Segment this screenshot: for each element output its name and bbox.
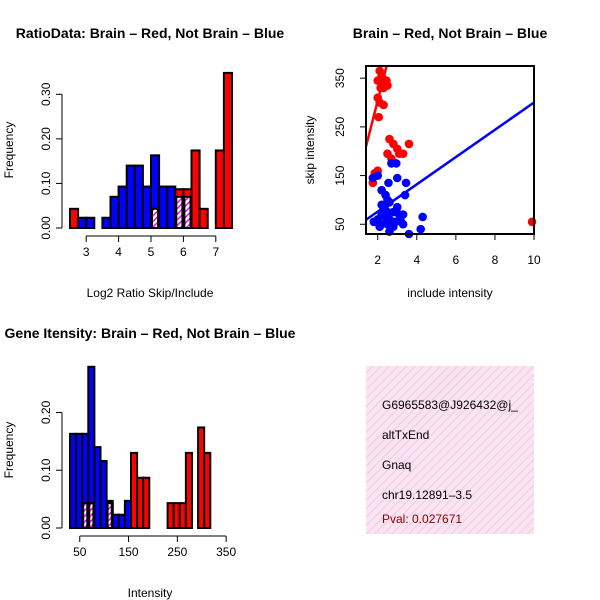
ratio-histogram-bar-brain (222, 71, 233, 229)
ratio-histogram-bar-overlap (175, 195, 184, 230)
scatter-point-brain (404, 139, 414, 149)
scatter-point-brain (383, 81, 392, 90)
info-location: chr19.12891–3.5 (382, 488, 472, 502)
scatter-y-tick-label: 250 (333, 117, 347, 137)
scatter-x-tick-label: 6 (453, 253, 460, 267)
intensity-histogram-ylabel: Frequency (2, 422, 16, 479)
scatter-x-tick-label: 4 (413, 253, 420, 267)
intensity-histogram-bar-not-brain (99, 459, 108, 530)
intensity-histogram-y-tick-label: 0.00 (39, 516, 53, 540)
info-panel-background (366, 366, 534, 534)
scatter-point-not-brain (416, 224, 425, 234)
scatter-point-not-brain (375, 222, 384, 231)
ratio-histogram-y-tick-label: 0.20 (39, 127, 53, 151)
ratio-histogram-bar-not-brain (133, 164, 144, 230)
scatter-xlabel: include intensity (407, 286, 492, 300)
ratio-histogram-bar-brain (198, 207, 209, 230)
ratio-histogram-x-tick-label: 7 (212, 245, 219, 259)
ratio-histogram-title: RatioData: Brain – Red, Not Brain – Blue (16, 25, 285, 41)
info-event-type: altTxEnd (382, 428, 429, 442)
ratio-histogram-bar-not-brain (77, 216, 88, 229)
intensity-histogram-axes: 50 150 250 350 0.00 0.10 0.20 (39, 400, 236, 559)
ratio-histogram-ylabel: Frequency (2, 122, 16, 179)
ratio-histogram-bar-overlap (151, 207, 160, 230)
intensity-scatter: Brain – Red, Not Brain – Blue include in… (303, 25, 548, 300)
intensity-histogram-x-tick-label: 50 (73, 545, 87, 559)
intensity-histogram-bar-overlap (88, 502, 95, 529)
scatter-point-not-brain (418, 212, 427, 222)
scatter-point-not-brain (373, 171, 383, 180)
intensity-histogram-bars (69, 365, 212, 530)
scatter-x-tick-label: 10 (527, 253, 541, 267)
ratio-histogram-bar-brain (190, 149, 201, 229)
ratio-histogram-bar-brain (69, 207, 80, 230)
ratio-histogram-bar-not-brain (166, 185, 177, 229)
scatter-point-not-brain (391, 159, 401, 168)
ratio-histogram-bar-brain (214, 149, 225, 229)
scatter-y-tick-label: 350 (333, 68, 347, 88)
scatter-fit-line-not-brain (366, 101, 534, 221)
ratio-histogram-bar-not-brain (85, 216, 96, 229)
intensity-histogram-bar-brain (142, 476, 151, 530)
scatter-y-tick-label: 50 (333, 217, 347, 231)
ratio-histogram-xlabel: Log2 Ratio Skip/Include (87, 286, 214, 300)
scatter-point-not-brain (398, 219, 408, 229)
scatter-point-brain (527, 217, 537, 227)
intensity-histogram-y-tick-label: 0.10 (39, 458, 53, 482)
info-gene-name: Gnaq (382, 458, 411, 472)
scatter-fit-line-brain (366, 66, 388, 147)
scatter-point-brain (394, 149, 404, 158)
scatter-x-tick-label: 2 (374, 253, 381, 267)
scatter-title: Brain – Red, Not Brain – Blue (353, 25, 548, 41)
intensity-histogram-x-tick-label: 250 (167, 545, 187, 559)
intensity-histogram: Gene Itensity: Brain – Red, Not Brain – … (2, 325, 296, 600)
scatter-point-not-brain (369, 217, 379, 227)
scatter-point-brain (379, 100, 388, 110)
scatter-x-tick-label: 8 (492, 253, 499, 267)
intensity-histogram-x-tick-label: 350 (216, 545, 236, 559)
intensity-histogram-bar-overlap (106, 502, 113, 529)
scatter-point-not-brain (384, 178, 393, 188)
ratio-histogram-bar-not-brain (117, 185, 128, 229)
ratio-histogram-y-tick-label: 0.10 (39, 171, 53, 195)
intensity-histogram-bar-brain (184, 451, 193, 529)
intensity-histogram-bar-overlap (82, 502, 89, 529)
ratio-histogram-bars (69, 71, 233, 230)
intensity-histogram-x-tick-label: 150 (119, 545, 139, 559)
scatter-point-not-brain (398, 210, 408, 219)
ratio-histogram-x-tick-label: 4 (115, 245, 122, 259)
ratio-histogram-bar-not-brain (158, 185, 169, 229)
ratio-histogram-x-tick-label: 6 (180, 245, 187, 259)
intensity-histogram-title: Gene Itensity: Brain – Red, Not Brain – … (5, 325, 296, 341)
ratio-histogram-x-tick-label: 5 (148, 245, 155, 259)
scatter-point-not-brain (401, 178, 411, 188)
intensity-histogram-y-tick-label: 0.20 (39, 400, 53, 424)
scatter-point-not-brain (381, 200, 390, 210)
ratio-histogram-y-tick-label: 0.00 (39, 216, 53, 240)
ratio-histogram-bar-not-brain (125, 164, 136, 230)
scatter-axes: 2 4 6 8 10 50 150 250 350 (333, 68, 541, 267)
ratio-histogram-bar-not-brain (109, 195, 120, 230)
intensity-histogram-bar-brain (203, 451, 212, 529)
scatter-ylabel: skip intensity (303, 116, 317, 185)
intensity-histogram-xlabel: Intensity (128, 586, 173, 600)
scatter-point-brain (374, 112, 383, 122)
ratio-histogram-bar-overlap (183, 195, 192, 230)
scatter-y-tick-label: 150 (333, 165, 347, 185)
scatter-plot-box (365, 65, 535, 235)
ratio-histogram-axes: 3 4 5 6 7 0.00 0.10 0.20 0.30 (39, 82, 219, 259)
ratio-histogram: RatioData: Brain – Red, Not Brain – Blue… (2, 25, 284, 300)
info-pvalue: Pval: 0.027671 (382, 512, 462, 526)
info-transcript-id: G6965583@J926432@j_ (382, 398, 518, 412)
ratio-histogram-y-tick-label: 0.30 (39, 82, 53, 106)
ratio-histogram-x-tick-label: 3 (83, 245, 90, 259)
ratio-histogram-bar-not-brain (101, 216, 112, 229)
scatter-point-not-brain (400, 190, 410, 200)
scatter-point-not-brain (392, 173, 402, 183)
scatter-fit-lines (366, 66, 534, 221)
ratio-histogram-bar-not-brain (141, 185, 152, 229)
scatter-points (368, 66, 537, 239)
info-panel: G6965583@J926432@j_ altTxEnd Gnaq chr19.… (366, 366, 534, 534)
